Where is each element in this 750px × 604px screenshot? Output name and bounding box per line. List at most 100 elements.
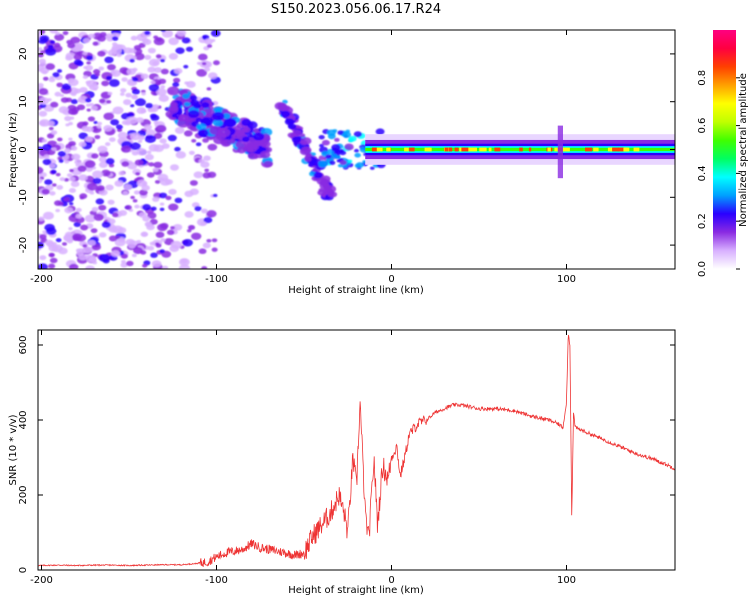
spectral-blob: [147, 66, 156, 73]
spectral-blob: [348, 135, 357, 142]
spectral-blob: [69, 169, 74, 173]
spectral-blob: [210, 30, 221, 37]
spectral-blob: [263, 160, 273, 168]
spectral-blob: [175, 151, 187, 159]
spectral-blob: [73, 54, 83, 61]
carrier-hotspot: [562, 147, 570, 152]
spectral-blob: [84, 65, 93, 71]
spectral-blob: [180, 258, 188, 264]
spectral-blob: [73, 42, 84, 51]
spectral-blob: [59, 93, 65, 97]
spectral-blob: [154, 179, 161, 184]
spectral-blob: [68, 187, 77, 194]
spectral-blob: [90, 153, 99, 159]
colorbar-tick-label: 0.4: [697, 165, 708, 181]
spectral-blob: [50, 169, 57, 174]
spectral-blob: [75, 213, 83, 219]
spectral-blob: [59, 177, 66, 182]
spectral-blob: [39, 61, 47, 67]
spectral-blob: [117, 236, 126, 243]
spectral-blob: [136, 107, 147, 114]
spectral-blob: [342, 131, 352, 138]
spectral-blob: [63, 197, 70, 202]
spectral-blob: [149, 113, 157, 119]
spectral-blob: [101, 169, 111, 177]
carrier-hotspot: [371, 147, 379, 152]
spectral-blob: [79, 87, 88, 93]
spectral-blob: [101, 221, 111, 228]
spectral-blob: [87, 116, 96, 122]
spectral-blob: [318, 160, 328, 168]
spectral-blob: [200, 161, 210, 168]
spectral-blob: [121, 77, 128, 82]
spectral-blob: [55, 208, 61, 213]
spectral-blob: [112, 42, 118, 47]
spectral-blob: [174, 126, 185, 134]
spectral-blob: [170, 101, 177, 107]
spectral-blob: [156, 81, 162, 85]
spectral-blob: [198, 53, 208, 61]
spectral-blob: [97, 50, 106, 57]
carrier-hotspot: [461, 147, 469, 152]
spectral-blob: [48, 77, 56, 83]
spectral-blob: [117, 131, 128, 139]
spectral-blob: [88, 256, 97, 263]
spectral-blob: [301, 146, 312, 154]
spectral-blob: [115, 124, 123, 130]
spectral-blob: [201, 102, 210, 108]
spectral-blob: [95, 198, 105, 205]
spectral-blob: [183, 101, 191, 107]
spectral-blob: [38, 110, 48, 117]
spectral-blob: [134, 204, 140, 209]
spectral-blob: [130, 132, 141, 141]
spectral-blob: [64, 148, 71, 154]
spectral-blob: [120, 88, 127, 93]
spectral-blob: [313, 171, 323, 179]
spectral-blob: [146, 129, 156, 137]
spectral-blob: [120, 145, 132, 153]
spectral-blob: [107, 91, 113, 96]
colorbar-gradient: [713, 30, 736, 269]
y-tick-label: 400: [18, 410, 29, 429]
spectral-blob: [49, 163, 56, 169]
x-tick-label: 0: [388, 274, 394, 285]
spectral-blob: [140, 73, 149, 80]
spectral-blob: [183, 130, 193, 137]
spectral-blob: [195, 142, 202, 147]
spectral-blob: [254, 141, 263, 147]
spectral-blob: [280, 110, 290, 118]
spectral-blob: [73, 221, 81, 228]
spectral-blob: [141, 38, 150, 44]
spectral-blob: [115, 33, 121, 37]
spectral-blob: [78, 141, 87, 147]
y-tick-label: 0: [18, 146, 29, 152]
spectral-blob: [189, 95, 198, 101]
spectral-blob: [178, 264, 191, 269]
spectral-blob: [196, 125, 202, 130]
spectral-blob: [41, 70, 48, 75]
spectral-blob: [95, 72, 100, 77]
spectral-blob: [49, 30, 58, 34]
spectral-blob: [123, 99, 132, 106]
spectral-blob: [186, 229, 192, 233]
spectral-blob: [90, 105, 98, 111]
spectral-blob: [90, 228, 98, 234]
carrier-hotspot: [469, 147, 477, 152]
spectral-blob: [105, 184, 114, 191]
spectral-blob: [71, 153, 81, 161]
spectral-blob: [82, 75, 89, 79]
spectral-blob: [86, 108, 91, 112]
spectrogram-marks: [38, 30, 675, 269]
snr-frame: [37, 329, 676, 571]
spectral-blob: [112, 106, 124, 115]
x-tick-label: 0: [388, 575, 394, 586]
spectral-blob: [67, 108, 78, 115]
spectral-blob: [260, 140, 271, 148]
spectral-blob: [91, 207, 99, 212]
spectral-blob: [49, 40, 56, 44]
spectral-blob: [160, 238, 166, 242]
spectral-blob: [68, 121, 73, 126]
spectral-blob: [104, 56, 114, 64]
